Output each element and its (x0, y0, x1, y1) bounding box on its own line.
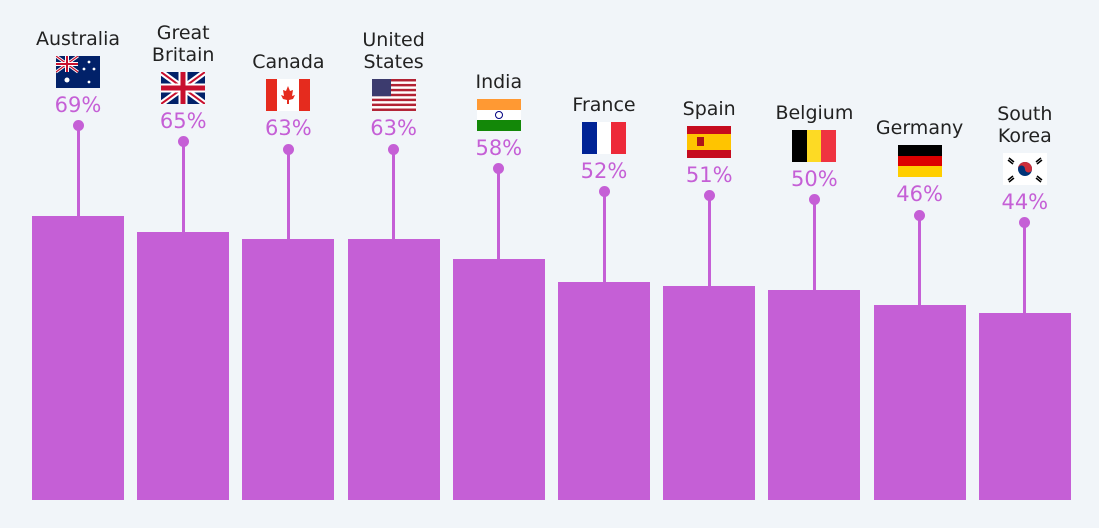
pin-line (918, 215, 922, 306)
pin-dot (703, 190, 715, 202)
category-name: France (572, 93, 636, 116)
category-label: United States 63% (334, 29, 454, 141)
category-name: Germany (875, 117, 964, 140)
pin-dot (72, 120, 84, 132)
pin-dot (808, 194, 820, 206)
pin-line (707, 195, 711, 286)
pin-dot (282, 143, 294, 155)
pin-dot (598, 186, 610, 198)
value-label: 46% (896, 182, 943, 207)
category-label: Belgium 50% (754, 102, 874, 192)
pin-dot (388, 143, 400, 155)
canada-flag-icon (266, 79, 311, 112)
value-label: 63% (370, 116, 417, 141)
belgium-flag-icon (792, 129, 837, 162)
bar-9 (978, 312, 1071, 500)
south-korea-flag-icon (1002, 152, 1047, 185)
category-name: South Korea (997, 102, 1053, 147)
bar-2 (242, 239, 335, 500)
category-name: Australia (35, 27, 121, 50)
category-label: South Korea 44% (965, 103, 1085, 215)
pin-dot (914, 209, 926, 221)
bar-3 (347, 239, 440, 500)
bar-0 (32, 215, 124, 500)
bar-7 (768, 289, 861, 500)
value-label: 44% (1001, 189, 1049, 214)
bar-6 (663, 285, 756, 500)
pin-dot (493, 163, 505, 175)
category-name: United States (362, 29, 425, 74)
category-label: France 52% (544, 94, 664, 184)
india-flag-icon (476, 98, 521, 131)
value-label: 51% (685, 162, 733, 187)
australia-flag-icon (55, 54, 100, 88)
france-flag-icon (582, 121, 626, 154)
value-label: 65% (159, 108, 207, 133)
category-label: Australia 69% (18, 28, 138, 118)
category-name: Belgium (775, 101, 854, 124)
value-label: 50% (791, 166, 838, 191)
category-label: Germany 46% (860, 117, 980, 207)
germany-flag-icon (897, 145, 942, 178)
value-label: 52% (580, 158, 628, 183)
category-label: Great Britain 65% (123, 22, 243, 134)
category-name: Canada (252, 51, 325, 74)
pin-line (286, 149, 290, 240)
pin-line (392, 149, 396, 240)
bar-1 (137, 231, 230, 500)
pin-line (76, 125, 80, 216)
usa-flag-icon (371, 79, 416, 112)
value-label: 58% (475, 135, 523, 160)
bar-8 (873, 305, 966, 500)
value-label: 63% (265, 116, 312, 141)
pin-dot (177, 136, 189, 147)
pin-line (497, 168, 501, 259)
bar-5 (558, 281, 650, 500)
bar-4 (452, 258, 545, 500)
pin-line (1023, 222, 1027, 313)
pin-line (181, 141, 185, 232)
category-label: Spain 51% (649, 98, 769, 188)
category-label: India 58% (439, 71, 559, 161)
pin-line (812, 199, 816, 290)
pin-dot (1019, 217, 1031, 229)
spain-flag-icon (687, 125, 732, 158)
category-label: Canada 63% (228, 51, 348, 141)
category-name: India (475, 70, 523, 93)
category-name: Spain (682, 97, 736, 120)
category-name: Great Britain (151, 21, 215, 66)
uk-flag-icon (159, 69, 207, 106)
value-label: 69% (54, 92, 102, 117)
pin-line (602, 191, 606, 282)
